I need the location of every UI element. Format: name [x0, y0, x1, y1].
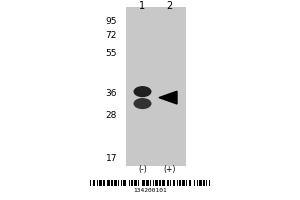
Bar — [107, 180, 109, 186]
Bar — [197, 180, 198, 186]
Bar — [97, 180, 98, 186]
Bar — [131, 180, 133, 186]
Bar — [190, 180, 191, 186]
Bar — [125, 180, 126, 186]
Polygon shape — [159, 91, 177, 104]
Bar — [93, 180, 94, 186]
Bar — [206, 180, 207, 186]
Text: 36: 36 — [106, 89, 117, 98]
Text: 28: 28 — [106, 111, 117, 120]
Bar — [163, 180, 165, 186]
Bar — [147, 180, 149, 186]
Bar — [167, 180, 169, 186]
Bar — [150, 180, 151, 186]
Text: 134200101: 134200101 — [133, 188, 167, 193]
Text: 95: 95 — [106, 17, 117, 26]
Bar — [199, 180, 201, 186]
Ellipse shape — [134, 98, 152, 109]
Bar — [159, 180, 161, 186]
Text: (-): (-) — [138, 165, 147, 174]
Bar — [201, 180, 202, 186]
Bar — [111, 180, 113, 186]
Bar — [174, 180, 175, 186]
Text: 72: 72 — [106, 31, 117, 40]
Text: 17: 17 — [106, 154, 117, 163]
Bar — [103, 180, 105, 186]
Bar — [209, 180, 210, 186]
Bar — [182, 180, 183, 186]
Bar — [179, 180, 181, 186]
Bar — [194, 180, 195, 186]
Bar — [101, 180, 102, 186]
Bar — [183, 180, 185, 186]
Bar — [203, 180, 205, 186]
Bar — [99, 180, 101, 186]
Bar — [177, 180, 178, 186]
Bar — [135, 180, 137, 186]
Bar — [162, 180, 163, 186]
Bar — [134, 180, 135, 186]
Bar — [143, 180, 145, 186]
Bar — [123, 180, 125, 186]
Bar — [142, 180, 143, 186]
Text: (+): (+) — [163, 165, 176, 174]
Bar — [157, 180, 158, 186]
Bar — [189, 180, 190, 186]
Bar — [109, 180, 110, 186]
Bar — [121, 180, 122, 186]
Bar — [118, 180, 119, 186]
Bar — [126, 7, 186, 166]
Bar — [115, 180, 117, 186]
Bar — [146, 180, 147, 186]
Bar — [173, 180, 174, 186]
Bar — [94, 180, 95, 186]
Bar — [138, 180, 139, 186]
Bar — [155, 180, 157, 186]
Bar — [90, 180, 91, 186]
Ellipse shape — [134, 86, 152, 97]
Bar — [186, 180, 187, 186]
Text: 1: 1 — [140, 1, 146, 11]
Bar — [170, 180, 171, 186]
Text: 2: 2 — [167, 1, 172, 11]
Text: 55: 55 — [106, 49, 117, 58]
Bar — [153, 180, 154, 186]
Bar — [114, 180, 115, 186]
Bar — [129, 180, 130, 186]
